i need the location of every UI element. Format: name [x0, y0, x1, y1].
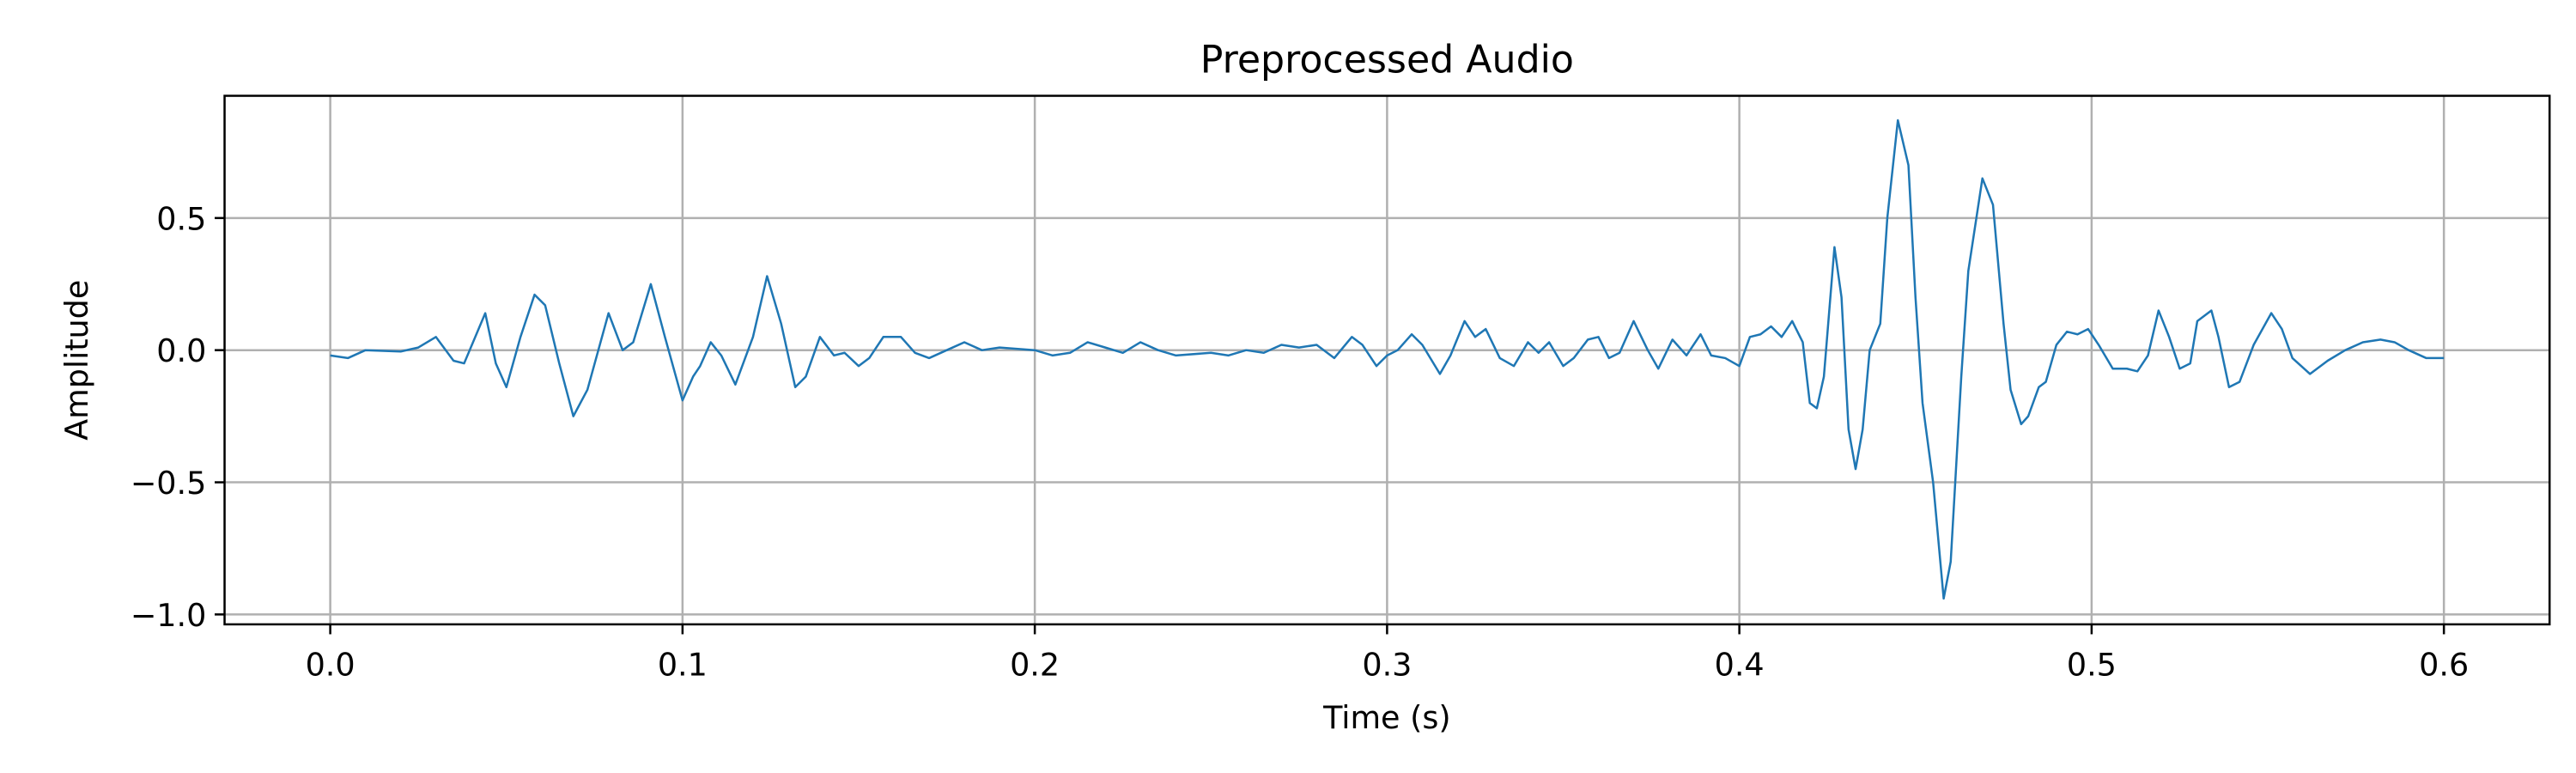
x-tick-label: 0.0	[306, 647, 355, 684]
x-tick-label: 0.5	[2067, 647, 2117, 684]
y-tick-label: 0.5	[156, 200, 206, 237]
plot-frame	[223, 94, 2551, 626]
x-tick-label: 0.3	[1362, 647, 1412, 684]
y-tick-label: 0.0	[156, 332, 206, 369]
x-tick-label: 0.2	[1010, 647, 1060, 684]
waveform-line	[330, 119, 2445, 600]
y-tick-label: −0.5	[131, 465, 207, 502]
y-axis-label: Amplitude	[58, 280, 95, 441]
y-tick-label: −1.0	[131, 597, 207, 634]
x-tick-label: 0.6	[2419, 647, 2469, 684]
x-tick-label: 0.1	[658, 647, 708, 684]
x-tick-label: 0.4	[1715, 647, 1765, 684]
chart-title: Preprocessed Audio	[1200, 39, 1574, 82]
x-axis-label: Time (s)	[1322, 699, 1451, 736]
